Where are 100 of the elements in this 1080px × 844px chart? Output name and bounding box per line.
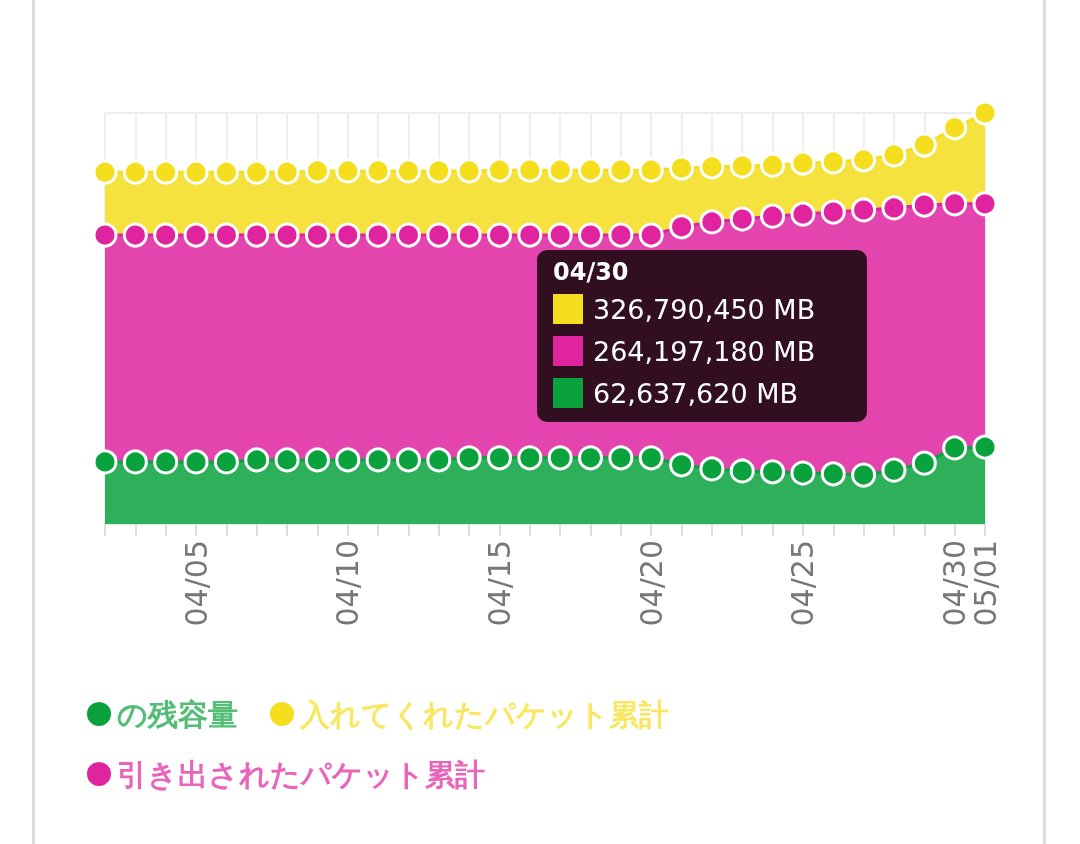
point xyxy=(547,157,573,183)
annotation: 326,790,450 MB xyxy=(593,293,816,325)
point xyxy=(456,222,482,248)
point xyxy=(395,222,421,248)
point xyxy=(517,157,543,183)
point xyxy=(304,158,330,184)
point xyxy=(669,452,695,478)
point xyxy=(820,149,846,175)
point xyxy=(395,447,421,473)
point xyxy=(517,445,543,471)
point xyxy=(487,445,512,471)
point xyxy=(942,191,968,217)
point xyxy=(335,447,361,473)
point xyxy=(699,154,725,180)
point xyxy=(365,447,391,473)
x-tick-label: 04/20 xyxy=(633,540,669,627)
point xyxy=(92,159,118,185)
point xyxy=(153,159,179,185)
point xyxy=(790,150,816,176)
annotation: 264,197,180 MB xyxy=(593,335,816,367)
point xyxy=(911,450,937,476)
point xyxy=(92,449,118,475)
legend-label: 入れてくれたパケット累計 xyxy=(299,696,669,732)
point xyxy=(274,447,300,473)
point xyxy=(213,449,239,475)
point xyxy=(911,192,937,218)
point xyxy=(669,214,695,240)
point xyxy=(183,222,209,248)
point xyxy=(729,206,755,232)
point xyxy=(395,158,421,184)
point xyxy=(911,132,937,158)
point xyxy=(881,142,907,168)
point xyxy=(153,222,179,248)
point xyxy=(820,199,846,225)
point xyxy=(547,445,573,471)
annotation: 62,637,620 MB xyxy=(593,377,798,409)
point xyxy=(487,222,512,248)
point xyxy=(608,157,634,183)
point xyxy=(274,159,300,185)
point xyxy=(608,222,634,248)
point xyxy=(365,158,391,184)
point xyxy=(335,222,361,248)
point xyxy=(820,461,846,487)
point xyxy=(274,222,300,248)
point xyxy=(881,457,907,483)
point xyxy=(456,445,482,471)
point xyxy=(760,459,786,485)
point xyxy=(183,449,209,475)
point xyxy=(244,222,270,248)
point xyxy=(638,445,664,471)
point xyxy=(578,157,604,183)
point xyxy=(365,222,391,248)
point xyxy=(699,209,725,235)
point xyxy=(92,222,118,248)
point xyxy=(122,159,148,185)
point xyxy=(244,447,270,473)
point xyxy=(699,456,725,482)
point xyxy=(335,158,361,184)
point xyxy=(517,222,543,248)
point xyxy=(547,222,573,248)
legend-label: 引き出されたパケット累計 xyxy=(117,756,485,792)
point xyxy=(487,157,512,183)
x-tick-label: 04/25 xyxy=(785,540,821,627)
point xyxy=(972,100,998,126)
point xyxy=(638,222,664,248)
point xyxy=(729,458,755,484)
point xyxy=(851,197,877,223)
x-tick-label: 04/15 xyxy=(481,540,517,627)
point xyxy=(942,115,968,141)
point xyxy=(122,449,148,475)
legend-label: の残容量 xyxy=(117,696,238,732)
point xyxy=(304,222,330,248)
point xyxy=(881,195,907,221)
point xyxy=(122,222,148,248)
point xyxy=(456,158,482,184)
point xyxy=(213,159,239,185)
point xyxy=(608,445,634,471)
point xyxy=(760,203,786,229)
x-tick-label: 04/05 xyxy=(178,540,214,627)
point xyxy=(760,152,786,178)
point xyxy=(578,445,604,471)
point xyxy=(426,447,452,473)
point xyxy=(244,159,270,185)
point xyxy=(638,157,664,183)
point xyxy=(304,447,330,473)
point xyxy=(790,201,816,227)
point xyxy=(578,222,604,248)
point xyxy=(426,158,452,184)
x-tick-label: 04/10 xyxy=(330,540,366,627)
point xyxy=(972,434,998,460)
point xyxy=(153,449,179,475)
point xyxy=(183,159,209,185)
point xyxy=(851,147,877,173)
annotation: 04/30 xyxy=(553,258,630,286)
point xyxy=(790,460,816,486)
point xyxy=(972,191,998,217)
point xyxy=(669,155,695,181)
point xyxy=(942,435,968,461)
point xyxy=(213,222,239,248)
point xyxy=(851,462,877,488)
